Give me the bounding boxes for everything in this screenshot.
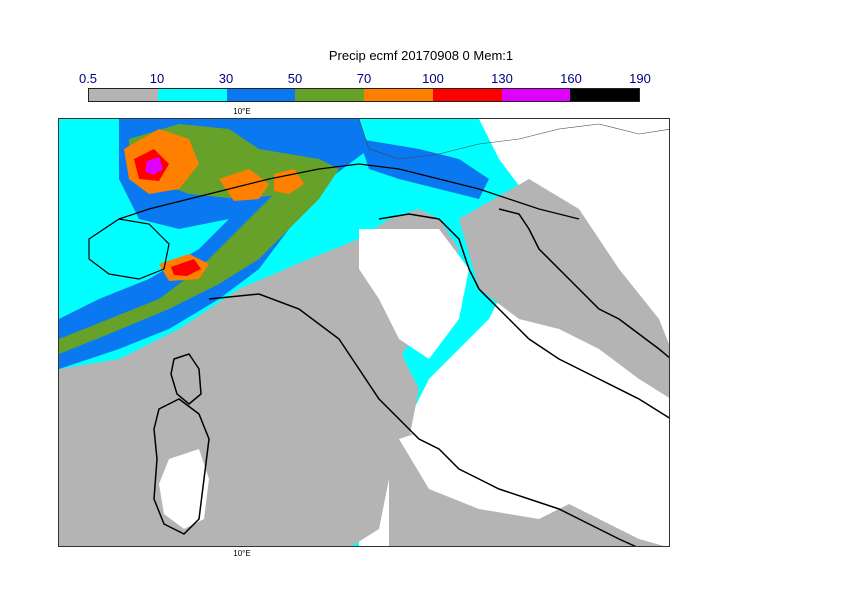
- coastline-italy: [208, 293, 637, 546]
- legend-tick-8: 190: [629, 71, 651, 86]
- legend-swatch-6: [501, 89, 571, 101]
- grey-west-sea: [59, 389, 169, 546]
- chart-title: Precip ecmf 20170908 0 Mem:1: [328, 48, 514, 63]
- lon-label-bottom: 10°E: [233, 549, 251, 558]
- grey-central-sea: [219, 289, 419, 546]
- grey-balkans: [459, 179, 669, 398]
- white-sardinia: [159, 449, 209, 529]
- lon-label-top: 10°E: [233, 107, 251, 116]
- legend-tick-6: 130: [491, 71, 513, 86]
- white-northeast: [529, 119, 669, 239]
- color-legend: [88, 88, 640, 102]
- legend-swatch-0: [89, 89, 158, 101]
- coastline-corsica: [170, 353, 202, 405]
- legend-swatch-1: [157, 89, 227, 101]
- legend-swatch-2: [226, 89, 296, 101]
- border-north: [358, 119, 669, 160]
- coastline-adriatic: [378, 213, 669, 419]
- legend-tick-1: 10: [149, 71, 165, 86]
- legend-tick-7: 160: [560, 71, 582, 86]
- map-canvas: [59, 119, 669, 546]
- legend-tick-3: 50: [287, 71, 303, 86]
- contour-france: [88, 218, 170, 280]
- precip-map: [58, 118, 670, 547]
- blue-alpine: [359, 139, 489, 199]
- legend-tick-0: 0.5: [78, 71, 98, 86]
- legend-swatch-7: [570, 89, 639, 101]
- legend-tick-2: 30: [218, 71, 234, 86]
- border-alps: [118, 163, 580, 220]
- coastline-sardinia: [153, 398, 210, 535]
- legend-swatch-4: [364, 89, 433, 101]
- magenta-peak: [145, 157, 163, 175]
- legend-swatch-5: [432, 89, 502, 101]
- green-band: [59, 159, 339, 354]
- coastline-croatia: [498, 208, 669, 359]
- legend-tick-4: 70: [356, 71, 372, 86]
- legend-swatch-3: [295, 89, 364, 101]
- white-south-patch: [399, 419, 579, 519]
- legend-tick-5: 100: [422, 71, 444, 86]
- white-italy-patch: [359, 229, 469, 359]
- orange-alps-east: [274, 169, 304, 194]
- red-liguria: [171, 259, 201, 276]
